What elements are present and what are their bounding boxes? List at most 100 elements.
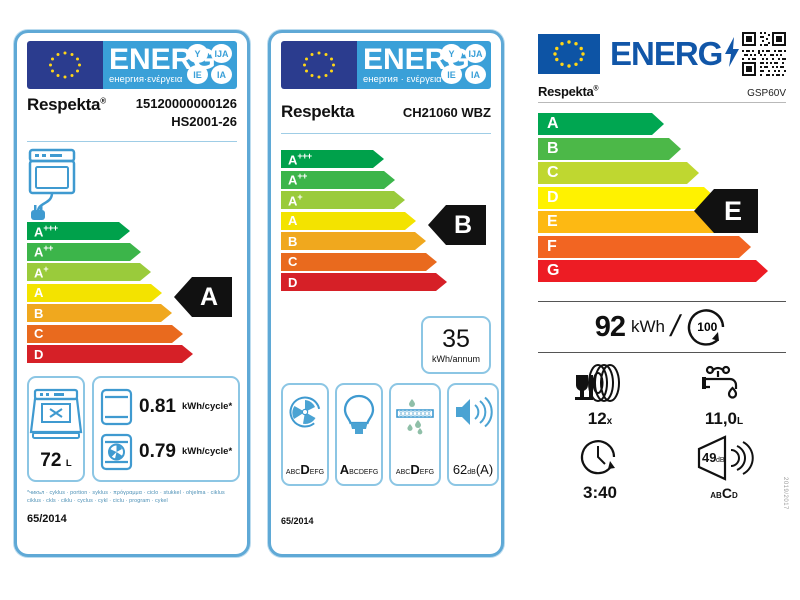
scale-arrow-D: D (538, 186, 717, 209)
scale-row: C (27, 324, 237, 343)
energ-wordmark: ENERG (610, 35, 723, 72)
class-letter: D (300, 462, 310, 477)
per-separator: / (667, 310, 683, 343)
scale-class-letter: D (288, 274, 298, 290)
scale-row: A+++ (27, 222, 237, 240)
value-number: 11,0 (704, 409, 738, 428)
badge-ija: IJA (211, 44, 232, 63)
energy-value: 92 (594, 310, 626, 343)
scale-row: A++ (281, 170, 491, 189)
lighting-efficiency-box: ABCDEFG (335, 383, 383, 486)
scale-row: F (538, 235, 786, 260)
noise-value: 62 (452, 462, 468, 477)
fluid-class-text: ABCDEFG (286, 462, 324, 477)
scale-row: C (281, 252, 491, 271)
scale-class-letter: A+ (34, 263, 49, 281)
class-suffix: EFG (309, 469, 325, 476)
language-badges: Y IJA IE IA (441, 44, 487, 84)
badge-ie: IE (187, 65, 208, 84)
scale-arrow-B: B (27, 304, 173, 322)
class-letter: C (721, 485, 732, 501)
brand-model-row: Respekta® 15120000000126 HS2001-26 (27, 95, 237, 137)
model-block: 15120000000126 HS2001-26 (136, 95, 237, 130)
grease-filtering-box: ABCDEFG (389, 383, 441, 486)
value-unit: L (737, 416, 744, 427)
scale-arrow-A: A (538, 113, 665, 136)
scale-class-letter: G (547, 262, 560, 280)
scale-class-letter: C (288, 254, 298, 269)
scale-arrow-Aplusplusplus: A+++ (27, 222, 131, 240)
scale-arrow-C: C (27, 324, 183, 343)
model-code: GSP60V (747, 88, 786, 99)
scale-class-letter: A+++ (288, 150, 312, 168)
noise-speaker-icon: 49 dB (697, 435, 754, 481)
model-code: CH21060 WBZ (402, 104, 491, 120)
divider (538, 102, 786, 103)
oven-info-boxes: 72 L 0.81 kWh/cycle* (27, 376, 241, 482)
class-prefix: ABC (285, 469, 301, 476)
regulation-number: 65/2014 (27, 512, 67, 525)
brand-text: Respekta (538, 84, 594, 99)
scale-row: A+ (281, 191, 491, 209)
scale-arrow-D: D (27, 345, 194, 363)
noise-class-text: ABCD (710, 485, 738, 501)
water-value: 11,0L (705, 409, 743, 429)
badge-ia: IA (465, 65, 486, 84)
eu-flag-icon (281, 41, 357, 89)
consumption-row-fan: 0.79 kWh/cycle* (100, 433, 232, 471)
noise-class-value: ABCD (710, 483, 737, 503)
class-prefix: ABC (395, 469, 411, 476)
divider (538, 301, 786, 302)
conventional-value: 0.81 (139, 395, 176, 417)
fan-oven-icon (100, 433, 133, 470)
class-suffix: BCDEFG (349, 469, 379, 476)
qr-code-icon (742, 32, 786, 76)
scale-class-letter: E (547, 213, 558, 231)
fan-blade-icon (289, 396, 321, 428)
scale-class-letter: A++ (288, 171, 307, 188)
annual-consumption-box: 35 kWh/annum (421, 316, 491, 374)
scale-class-letter: C (34, 326, 44, 341)
badge-y: Y (441, 44, 462, 63)
scale-arrow-C: C (281, 252, 437, 271)
badge-y: Y (187, 44, 208, 63)
energy-label-header: ENERG енергия·ενέργεια Y IJA IE IA (27, 41, 237, 89)
place-settings-picto: 12x (538, 361, 662, 429)
value-number: 12 (587, 409, 607, 428)
hood-energy-label: ENERG енергия · ενέργεια Y IJA IE IA Res… (268, 30, 504, 557)
consumption-row-conventional: 0.81 kWh/cycle* (100, 388, 232, 426)
energy-class-result: E (693, 189, 759, 233)
oven-volume-value: 72 (40, 450, 62, 471)
registered-mark: ® (593, 85, 599, 93)
energy-unit: kWh (630, 317, 665, 336)
scale-row: A (281, 211, 491, 230)
conventional-oven-icon (100, 388, 133, 425)
speaker-noise-icon (456, 396, 493, 428)
registered-mark: ® (100, 96, 106, 106)
energ-subtitle: енергия·ενέργεια (109, 73, 183, 85)
scale-class-letter: B (288, 233, 298, 249)
light-bulb-icon (343, 394, 375, 434)
hood-pictograms: ABCDEFG ABCDEFG (281, 383, 499, 486)
divider (27, 141, 237, 142)
lighting-class-text: ABCDEFG (340, 462, 379, 477)
class-suffix: D (731, 491, 738, 500)
noise-emission-box: 62dB(A) (447, 383, 499, 486)
noise-picto: 49 dB ABCD (662, 435, 786, 503)
place-settings-icon (575, 364, 620, 402)
oven-volume-box: 72 L (27, 376, 85, 482)
scale-row: A (27, 283, 237, 302)
dishwasher-energy-label: ENERG (538, 32, 788, 552)
model-code-1: 15120000000126 (135, 96, 237, 111)
energy-consumption-row: 92 kWh / 100 (538, 302, 786, 352)
cycle-footnote: *чикъл · cyklus · portion · syklus · πρό… (27, 490, 225, 505)
class-prefix: AB (710, 491, 722, 500)
side-regulation-number: 2019/2017 (782, 477, 788, 510)
divider (281, 133, 491, 134)
noise-unit: dB (467, 469, 476, 476)
water-tap-icon (702, 365, 738, 399)
conventional-unit: kWh/cycle* (181, 401, 233, 412)
eu-flag-icon (27, 41, 103, 89)
brand-text: Respekta (27, 95, 101, 114)
